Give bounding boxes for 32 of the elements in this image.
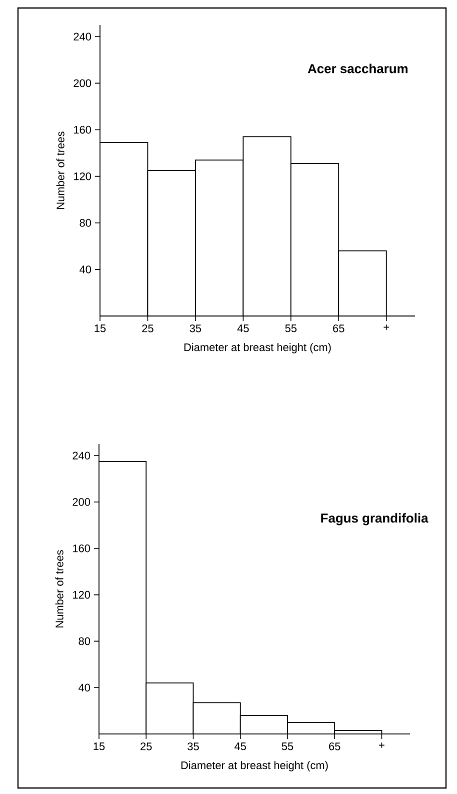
x-tick-label: 65 (333, 324, 344, 332)
y-tick-label: 80 (78, 637, 90, 646)
y-tick-label: 40 (78, 684, 90, 692)
x-tick-label: 15 (94, 324, 106, 332)
x-tick-label: + (384, 324, 390, 330)
text: Acer saccharum (308, 64, 408, 74)
x-tick-label: 35 (190, 324, 202, 332)
x-tick-label: 55 (282, 742, 294, 750)
y-tick-label: 240 (74, 32, 92, 41)
x-axis-title: Diameter at breast height (cm) (181, 761, 328, 772)
x-tick-label: 35 (188, 742, 199, 750)
text: Fagus grandifolia (321, 513, 428, 526)
y-tick-label: 80 (80, 219, 92, 227)
x-tick-label: 65 (329, 742, 340, 750)
y-tick-label: 120 (73, 590, 90, 599)
y-tick-label: 40 (80, 266, 92, 274)
y-tick-label: 160 (73, 544, 90, 552)
x-axis-title: Diameter at breast height (cm) (184, 343, 331, 354)
y-tick-label: 200 (72, 498, 90, 506)
x-tick-label: + (379, 742, 384, 748)
y-axis-title: Number of trees (55, 550, 64, 628)
y-tick-label: 240 (72, 452, 90, 460)
x-tick-label: 55 (285, 324, 297, 332)
y-axis-title: Number of trees (56, 132, 64, 209)
x-tick-label: 25 (140, 742, 152, 750)
y-tick-label: 120 (74, 172, 92, 180)
x-tick-label: 45 (237, 324, 249, 332)
y-tick-label: 200 (74, 79, 92, 88)
x-tick-label: 15 (94, 742, 105, 750)
x-tick-label: 25 (142, 324, 154, 332)
x-tick-label: 45 (234, 742, 246, 750)
y-tick-label: 160 (74, 126, 92, 134)
